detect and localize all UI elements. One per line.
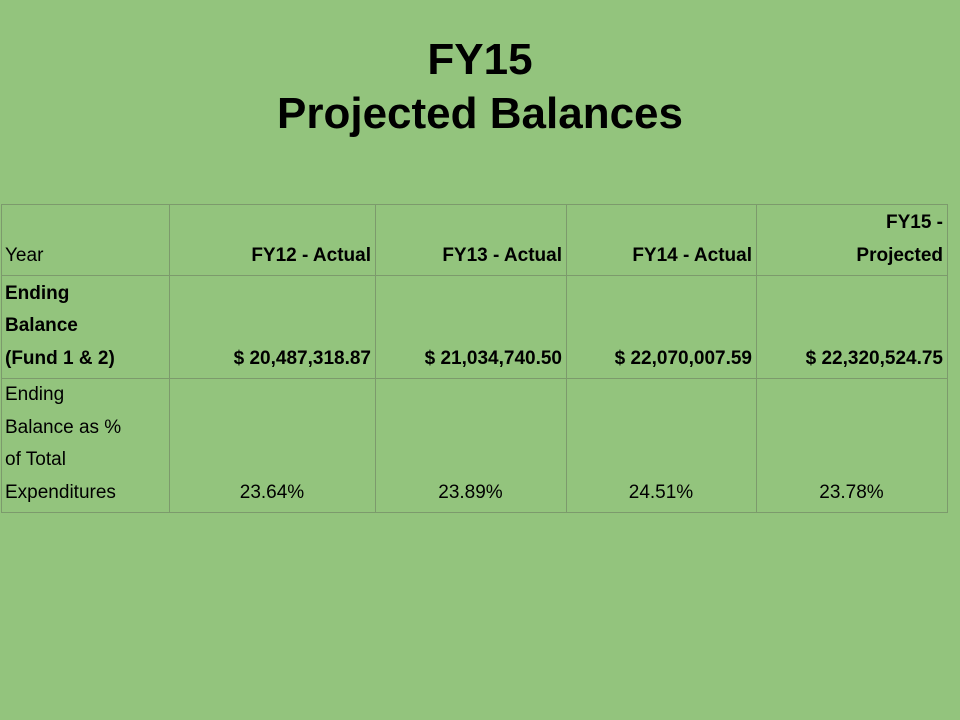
- header-fy12-cell: FY12 - Actual: [169, 204, 376, 276]
- header-fy15-cell: FY15 - Projected: [756, 204, 948, 276]
- title-line-1: FY15: [427, 35, 533, 84]
- table-header-row: Year FY12 - Actual FY13 - Actual FY14 - …: [1, 204, 948, 276]
- ending-balance-fy13: $ 21,034,740.50: [375, 275, 567, 379]
- ending-balance-fy12: $ 20,487,318.87: [169, 275, 376, 379]
- row-label-balance-percent: Ending Balance as % of Total Expenditure…: [1, 378, 170, 513]
- balances-table: Year FY12 - Actual FY13 - Actual FY14 - …: [1, 204, 948, 513]
- row-label-ending-balance: Ending Balance (Fund 1 & 2): [1, 275, 170, 379]
- slide-title: FY15 Projected Balances: [0, 33, 960, 141]
- balance-percent-fy12: 23.64%: [169, 378, 376, 513]
- balance-percent-fy13: 23.89%: [375, 378, 567, 513]
- table-row: Ending Balance as % of Total Expenditure…: [1, 378, 948, 513]
- header-fy14-cell: FY14 - Actual: [566, 204, 757, 276]
- balance-percent-fy14: 24.51%: [566, 378, 757, 513]
- ending-balance-fy14: $ 22,070,007.59: [566, 275, 757, 379]
- title-line-2: Projected Balances: [277, 89, 683, 138]
- header-year-cell: Year: [1, 204, 170, 276]
- ending-balance-fy15: $ 22,320,524.75: [756, 275, 948, 379]
- header-fy13-cell: FY13 - Actual: [375, 204, 567, 276]
- table-row: Ending Balance (Fund 1 & 2) $ 20,487,318…: [1, 275, 948, 379]
- balance-percent-fy15: 23.78%: [756, 378, 948, 513]
